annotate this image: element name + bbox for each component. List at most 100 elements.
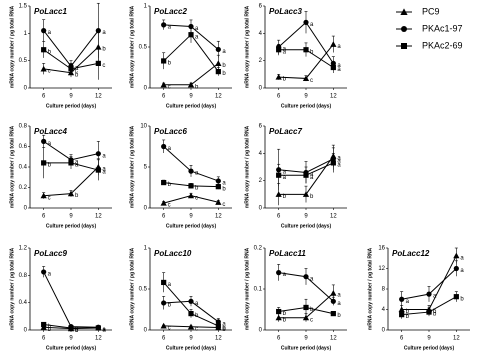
- y-tick-label: 0: [24, 86, 28, 92]
- y-tick-label: 6: [259, 124, 263, 130]
- panel-title: PoLacc1: [34, 7, 67, 16]
- y-tick-label: 6: [259, 4, 263, 10]
- point: [161, 58, 167, 64]
- significance-letter: a: [222, 321, 226, 327]
- significance-letter: c: [75, 68, 78, 74]
- significance-letter: b: [75, 328, 79, 334]
- x-tick-label: 6: [277, 94, 281, 100]
- significance-letter: a: [337, 301, 341, 307]
- point: [41, 321, 47, 328]
- legend-label: PKAc1-97: [422, 23, 463, 33]
- panel-title: PoLacc12: [392, 249, 430, 258]
- point: [303, 47, 309, 53]
- x-tick-label: 9: [427, 336, 431, 342]
- significance-letter: b: [283, 77, 287, 83]
- panel-title: PoLacc4: [34, 127, 67, 136]
- x-tick-label: 12: [330, 336, 337, 342]
- x-tick-label: 6: [162, 336, 166, 342]
- x-tick-label: 9: [304, 214, 308, 220]
- point: [303, 19, 309, 25]
- y-tick-label: 0.8: [19, 273, 28, 279]
- y-tick-label: 1: [144, 246, 148, 252]
- point: [68, 160, 74, 166]
- y-tick-label: 1.2: [19, 246, 28, 252]
- significance-letter: a: [168, 282, 172, 288]
- significance-letter: b: [310, 49, 314, 55]
- y-tick-label: 0: [24, 328, 28, 334]
- legend-label: PC9: [422, 6, 440, 16]
- significance-letter: c: [195, 326, 198, 332]
- significance-letter: a: [310, 172, 314, 178]
- significance-letter: a: [102, 170, 106, 176]
- point: [275, 73, 282, 80]
- point: [95, 28, 101, 34]
- y-tick-label: 0: [144, 328, 148, 334]
- x-tick-label: 12: [215, 214, 222, 220]
- y-tick-label: 4: [259, 151, 263, 157]
- x-tick-label: 6: [277, 214, 281, 220]
- significance-letter: a: [283, 169, 287, 175]
- y-tick-label: 5: [144, 165, 148, 171]
- y-axis-label: mRNA copy number / pg total RNA: [129, 247, 135, 330]
- y-tick-label: 0.5: [139, 287, 148, 293]
- point: [276, 270, 282, 276]
- significance-letter: a: [283, 175, 287, 181]
- x-tick-label: 6: [42, 94, 46, 100]
- significance-letter: b: [433, 309, 437, 315]
- point: [453, 294, 459, 300]
- significance-letter: b: [75, 328, 79, 334]
- significance-letter: b: [48, 162, 52, 168]
- y-tick-label: 0.5: [139, 45, 148, 51]
- y-axis-label: mRNA copy number / pg total RNA: [244, 247, 250, 330]
- y-tick-label: 0: [144, 86, 148, 92]
- significance-letter: a: [222, 181, 226, 187]
- point: [453, 265, 459, 272]
- point: [215, 319, 221, 325]
- significance-letter: a: [460, 255, 464, 261]
- x-tick-label: 9: [304, 94, 308, 100]
- point: [187, 323, 195, 330]
- legend-label: PKAc2-69: [422, 40, 463, 50]
- significance-letter: c: [310, 317, 313, 323]
- significance-letter: b: [168, 303, 172, 309]
- significance-letter: a: [75, 326, 79, 332]
- x-tick-label: 9: [189, 94, 193, 100]
- significance-letter: b: [433, 312, 437, 318]
- point: [426, 309, 432, 315]
- point: [215, 69, 221, 75]
- significance-letter: b: [195, 84, 199, 90]
- significance-letter: a: [48, 30, 52, 36]
- significance-letter: c: [222, 202, 225, 208]
- y-axis-label: mRNA copy number / pg total RNA: [9, 125, 15, 208]
- point: [40, 192, 47, 199]
- significance-letter: c: [48, 68, 51, 74]
- point: [276, 47, 282, 53]
- x-tick-label: 12: [95, 214, 102, 220]
- y-tick-label: 2: [259, 58, 263, 64]
- legend-marker: [401, 43, 407, 49]
- point: [330, 298, 336, 304]
- point: [426, 291, 432, 297]
- x-tick-label: 12: [330, 94, 337, 100]
- point: [160, 322, 167, 329]
- significance-letter: b: [222, 325, 226, 331]
- significance-letter: a: [337, 63, 341, 69]
- y-tick-label: 0.2: [19, 185, 28, 191]
- point: [161, 143, 167, 150]
- y-axis-label: mRNA copy number / pg total RNA: [129, 5, 135, 88]
- significance-letter: a: [310, 175, 314, 181]
- panel-title: PoLacc10: [154, 249, 192, 258]
- point: [188, 32, 194, 38]
- significance-letter: b: [222, 327, 226, 333]
- point: [330, 41, 337, 47]
- significance-letter: a: [195, 171, 199, 177]
- series-line: [43, 271, 99, 328]
- significance-letter: b: [310, 307, 314, 313]
- y-tick-label: 2: [259, 178, 263, 184]
- x-tick-label: 9: [69, 336, 73, 342]
- x-axis-label: Culture period (days): [166, 223, 217, 229]
- point: [161, 300, 167, 306]
- y-tick-label: 0.5: [19, 58, 28, 64]
- point: [67, 190, 75, 197]
- point: [41, 47, 47, 53]
